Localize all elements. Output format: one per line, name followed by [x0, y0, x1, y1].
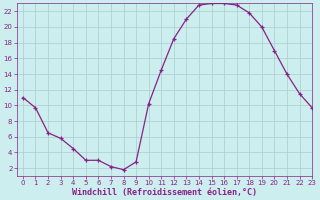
X-axis label: Windchill (Refroidissement éolien,°C): Windchill (Refroidissement éolien,°C): [72, 188, 257, 197]
